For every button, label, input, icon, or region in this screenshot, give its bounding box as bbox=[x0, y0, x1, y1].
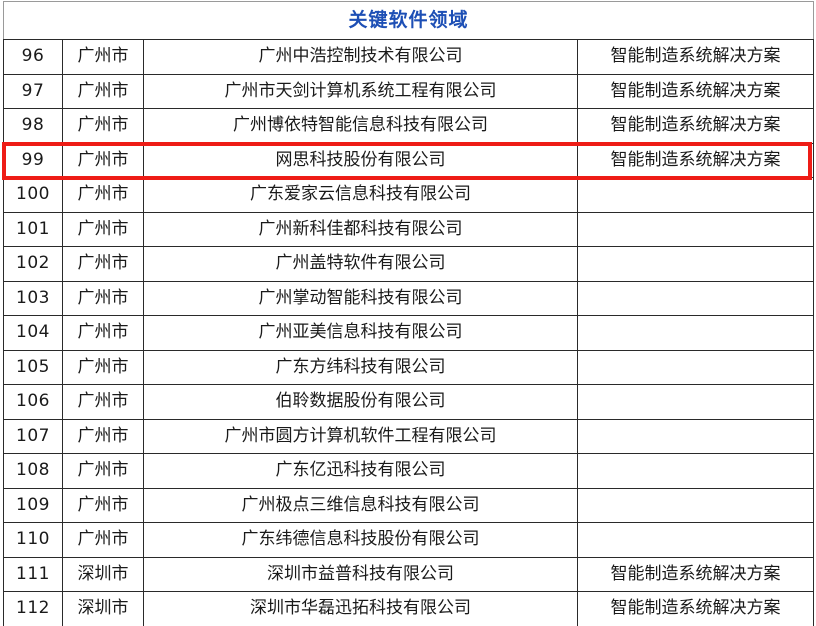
cell-field bbox=[576, 522, 815, 558]
cell-city: 深圳市 bbox=[62, 556, 144, 592]
cell-num: 96 bbox=[3, 39, 63, 75]
cell-city: 广州市 bbox=[62, 280, 144, 316]
table-row: 96 广州市 广州中浩控制技术有限公司 智能制造系统解决方案 bbox=[3, 39, 815, 75]
cell-city: 广州市 bbox=[62, 418, 144, 454]
cell-num: 112 bbox=[3, 591, 63, 626]
cell-name: 广州博依特智能信息科技有限公司 bbox=[143, 108, 578, 144]
cell-city: 广州市 bbox=[62, 487, 144, 523]
cell-field bbox=[576, 246, 815, 282]
cell-name: 广州市圆方计算机软件工程有限公司 bbox=[143, 418, 578, 454]
cell-city: 广州市 bbox=[62, 177, 144, 213]
table-title-row: 关键软件领域 bbox=[2, 1, 815, 40]
table-row: 107 广州市 广州市圆方计算机软件工程有限公司 bbox=[3, 418, 815, 454]
cell-city: 广州市 bbox=[62, 349, 144, 385]
cell-field bbox=[576, 418, 815, 454]
table-row: 110 广州市 广东纬德信息科技股份有限公司 bbox=[3, 522, 815, 558]
cell-city: 广州市 bbox=[62, 384, 144, 420]
cell-name: 广州市天剑计算机系统工程有限公司 bbox=[143, 73, 578, 109]
cell-name: 广东亿迅科技有限公司 bbox=[143, 453, 578, 489]
cell-num: 99 bbox=[3, 142, 63, 178]
cell-name: 广东方纬科技有限公司 bbox=[143, 349, 578, 385]
page-title: 关键软件领域 bbox=[2, 1, 815, 40]
cell-field: 智能制造系统解决方案 bbox=[576, 556, 815, 592]
cell-name: 网思科技股份有限公司 bbox=[143, 142, 578, 178]
table-row: 105 广州市 广东方纬科技有限公司 bbox=[3, 349, 815, 385]
cell-field bbox=[576, 453, 815, 489]
cell-city: 广州市 bbox=[62, 246, 144, 282]
table-row: 109 广州市 广州极点三维信息科技有限公司 bbox=[3, 487, 815, 523]
table-row: 98 广州市 广州博依特智能信息科技有限公司 智能制造系统解决方案 bbox=[3, 108, 815, 144]
table-row: 106 广州市 伯聆数据股份有限公司 bbox=[3, 384, 815, 420]
cell-city: 广州市 bbox=[62, 73, 144, 109]
table-row: 108 广州市 广东亿迅科技有限公司 bbox=[3, 453, 815, 489]
cell-city: 广州市 bbox=[62, 522, 144, 558]
cell-city: 深圳市 bbox=[62, 591, 144, 626]
cell-num: 107 bbox=[3, 418, 63, 454]
cell-field bbox=[576, 315, 815, 351]
cell-num: 105 bbox=[3, 349, 63, 385]
cell-field bbox=[576, 384, 815, 420]
table-row: 102 广州市 广州盖特软件有限公司 bbox=[3, 246, 815, 282]
cell-num: 101 bbox=[3, 211, 63, 247]
cell-num: 108 bbox=[3, 453, 63, 489]
table-row: 103 广州市 广州掌动智能科技有限公司 bbox=[3, 280, 815, 316]
cell-field: 智能制造系统解决方案 bbox=[576, 591, 815, 626]
cell-num: 97 bbox=[3, 73, 63, 109]
cell-field: 智能制造系统解决方案 bbox=[576, 142, 815, 178]
cell-num: 110 bbox=[3, 522, 63, 558]
cell-num: 102 bbox=[3, 246, 63, 282]
cell-city: 广州市 bbox=[62, 211, 144, 247]
cell-field bbox=[576, 177, 815, 213]
table-row: 99 广州市 网思科技股份有限公司 智能制造系统解决方案 bbox=[3, 142, 815, 178]
table-row: 111 深圳市 深圳市益普科技有限公司 智能制造系统解决方案 bbox=[3, 556, 815, 592]
cell-field: 智能制造系统解决方案 bbox=[576, 73, 815, 109]
cell-field bbox=[576, 487, 815, 523]
cell-num: 106 bbox=[3, 384, 63, 420]
cell-name: 广州掌动智能科技有限公司 bbox=[143, 280, 578, 316]
cell-field: 智能制造系统解决方案 bbox=[576, 108, 815, 144]
cell-num: 109 bbox=[3, 487, 63, 523]
cell-city: 广州市 bbox=[62, 39, 144, 75]
cell-name: 广州亚美信息科技有限公司 bbox=[143, 315, 578, 351]
cell-num: 100 bbox=[3, 177, 63, 213]
table-row: 112 深圳市 深圳市华磊迅拓科技有限公司 智能制造系统解决方案 bbox=[3, 591, 815, 626]
table-row: 101 广州市 广州新科佳都科技有限公司 bbox=[3, 211, 815, 247]
table-row: 97 广州市 广州市天剑计算机系统工程有限公司 智能制造系统解决方案 bbox=[3, 73, 815, 109]
cell-name: 广东纬德信息科技股份有限公司 bbox=[143, 522, 578, 558]
cell-num: 103 bbox=[3, 280, 63, 316]
cell-name: 深圳市华磊迅拓科技有限公司 bbox=[143, 591, 578, 626]
cell-field bbox=[576, 280, 815, 316]
cell-name: 广州极点三维信息科技有限公司 bbox=[143, 487, 578, 523]
cell-city: 广州市 bbox=[62, 453, 144, 489]
cell-name: 伯聆数据股份有限公司 bbox=[143, 384, 578, 420]
cell-name: 广州新科佳都科技有限公司 bbox=[143, 211, 578, 247]
cell-num: 104 bbox=[3, 315, 63, 351]
table-row: 100 广州市 广东爱家云信息科技有限公司 bbox=[3, 177, 815, 213]
cell-name: 广州中浩控制技术有限公司 bbox=[143, 39, 578, 75]
cell-field: 智能制造系统解决方案 bbox=[576, 39, 815, 75]
cell-name: 深圳市益普科技有限公司 bbox=[143, 556, 578, 592]
cell-field bbox=[576, 211, 815, 247]
cell-name: 广东爱家云信息科技有限公司 bbox=[143, 177, 578, 213]
cell-num: 111 bbox=[3, 556, 63, 592]
cell-city: 广州市 bbox=[62, 142, 144, 178]
cell-city: 广州市 bbox=[62, 108, 144, 144]
cell-num: 98 bbox=[3, 108, 63, 144]
cell-name: 广州盖特软件有限公司 bbox=[143, 246, 578, 282]
cell-city: 广州市 bbox=[62, 315, 144, 351]
table-row: 104 广州市 广州亚美信息科技有限公司 bbox=[3, 315, 815, 351]
cell-field bbox=[576, 349, 815, 385]
